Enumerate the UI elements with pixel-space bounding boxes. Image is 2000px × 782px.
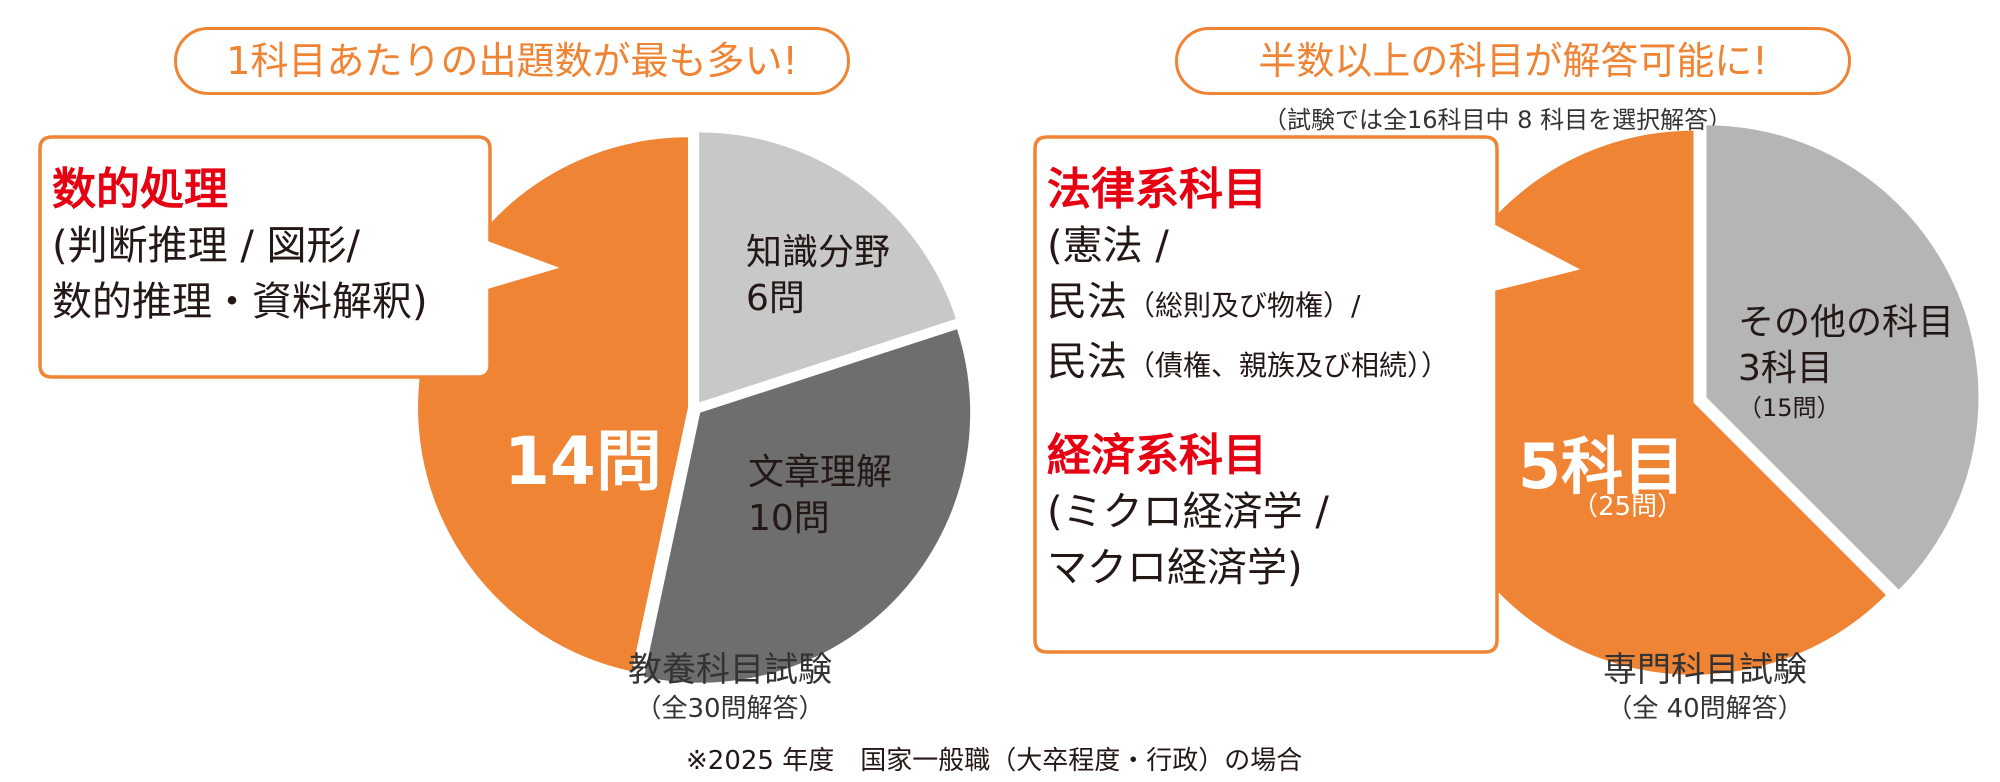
law-line-1: (憲法 / xyxy=(1047,223,1169,269)
pie-left xyxy=(418,132,971,683)
right-caption: 専門科目試験 （全 40問解答） xyxy=(1535,648,1875,726)
slice-value: 10問 xyxy=(748,498,830,539)
law-line-2-main: 民法 xyxy=(1047,279,1127,325)
slice-value: 3科目 xyxy=(1738,348,1833,389)
slice-label-others: その他の科目 3科目 （15問） xyxy=(1738,300,1954,424)
footnote: ※2025 年度 国家一般職（大卒程度・行政）の場合 xyxy=(686,746,1303,776)
econ-line-2: マクロ経済学) xyxy=(1047,545,1303,591)
law-line-3-main: 民法 xyxy=(1047,339,1127,385)
left-callout-box xyxy=(38,135,571,379)
slice-name: 知識分野 xyxy=(746,232,891,273)
caption-sub: （全 40問解答） xyxy=(1606,694,1804,724)
left-caption: 教養科目試験 （全30問解答） xyxy=(560,648,900,726)
slice-sub: （15問） xyxy=(1738,394,1841,422)
law-title: 法律系科目 xyxy=(1047,164,1267,215)
caption-title: 専門科目試験 xyxy=(1603,650,1807,690)
left-headline: 1科目あたりの出題数が最も多い! xyxy=(174,27,850,95)
slice-label-reading: 文章理解 10問 xyxy=(748,450,892,542)
slice-reading xyxy=(644,329,971,683)
slice-sub-selected: （25問） xyxy=(1572,492,1684,522)
slice-name: 文章理解 xyxy=(748,452,893,493)
right-callout-box xyxy=(1033,135,1590,654)
slice-value: 6問 xyxy=(746,278,805,319)
law-line-2-small: （総則及び物権）/ xyxy=(1127,289,1361,322)
slice-value-selected: 5科目 xyxy=(1518,430,1686,503)
slice-others xyxy=(1706,125,1979,590)
econ-line-1: (ミクロ経済学 / xyxy=(1047,489,1329,535)
right-headline: 半数以上の科目が解答可能に! xyxy=(1175,27,1851,95)
caption-sub: （全30問解答） xyxy=(635,694,825,724)
slice-name: その他の科目 xyxy=(1738,302,1955,343)
law-line-2: 民法（総則及び物権）/ xyxy=(1047,274,1449,334)
caption-title: 教養科目試験 xyxy=(628,650,832,690)
callout-title: 数的処理 xyxy=(52,164,228,215)
law-line-3-small: （債権、親族及び相続）） xyxy=(1127,349,1450,382)
econ-title: 経済系科目 xyxy=(1047,430,1267,481)
slice-label-knowledge: 知識分野 6問 xyxy=(746,230,890,322)
callout-line-1: (判断推理 / 図形/ xyxy=(52,223,360,269)
left-callout-text: 数的処理 (判断推理 / 図形/ 数的推理・資料解釈) xyxy=(52,162,428,330)
law-line-3: 民法（債権、親族及び相続）） xyxy=(1047,334,1449,394)
right-subnote: （試験では全16科目中 8 科目を選択解答） xyxy=(1263,106,1733,134)
slice-knowledge xyxy=(699,132,956,403)
slice-value-numerical: 14問 xyxy=(504,423,662,500)
callout-line-2: 数的推理・資料解釈) xyxy=(52,279,428,325)
right-callout-text: 法律系科目 (憲法 / 民法（総則及び物権）/ 民法（債権、親族及び相続）） 経… xyxy=(1047,162,1449,596)
